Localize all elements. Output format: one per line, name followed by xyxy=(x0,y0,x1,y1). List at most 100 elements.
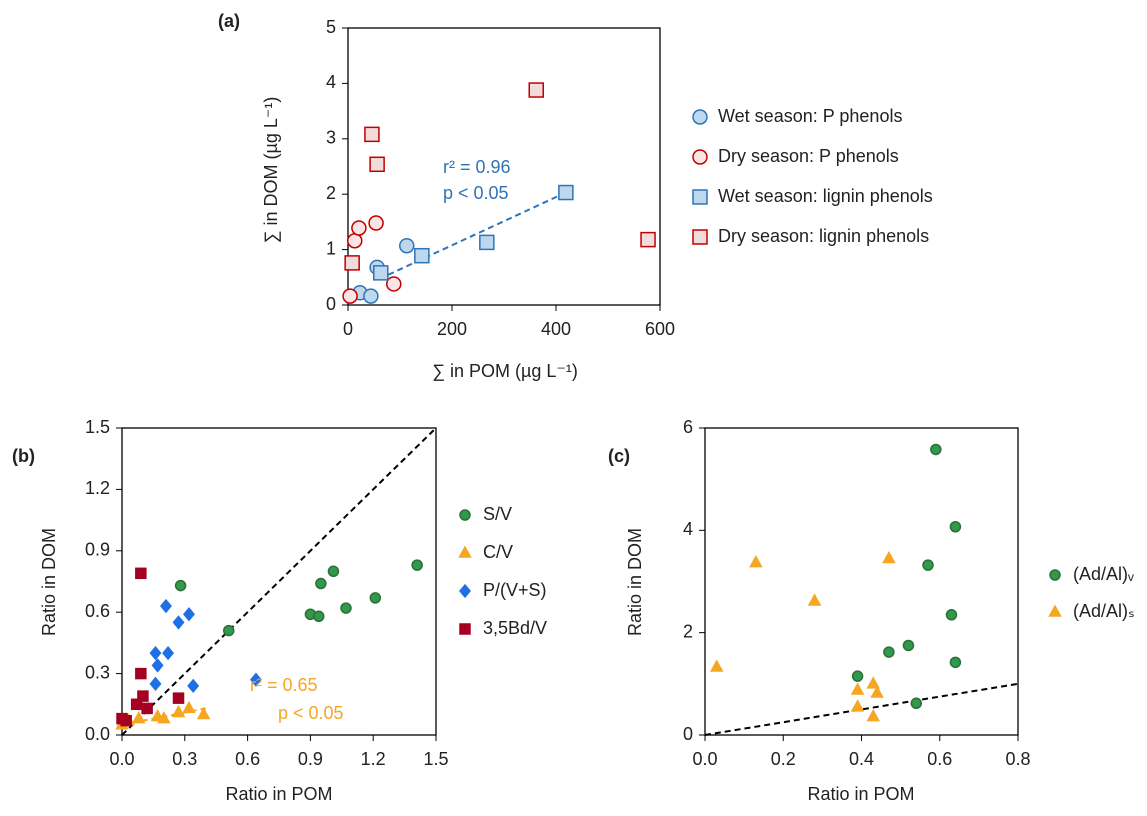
legend-marker xyxy=(692,229,708,245)
y-tick-label: 6 xyxy=(683,417,693,437)
y-axis-title: ∑ in DOM (µg L⁻¹) xyxy=(261,97,281,244)
legend-label: C/V xyxy=(483,542,513,562)
data-point xyxy=(851,670,864,682)
data-point xyxy=(151,658,164,673)
data-point xyxy=(131,711,146,724)
x-tick-label: 0 xyxy=(343,319,353,339)
data-point xyxy=(883,646,895,658)
data-point xyxy=(369,156,385,173)
data-point xyxy=(640,231,656,248)
y-tick-label: 1.2 xyxy=(85,478,110,498)
data-point xyxy=(749,555,763,568)
data-point xyxy=(137,690,149,702)
data-point xyxy=(172,692,185,704)
data-point xyxy=(870,685,884,698)
data-point xyxy=(479,234,495,251)
y-tick-label: 0.6 xyxy=(85,601,110,621)
data-point xyxy=(315,577,327,590)
annotation: r² = 0.96 xyxy=(443,157,511,177)
x-tick-label: 0.2 xyxy=(771,749,796,769)
data-point xyxy=(340,602,352,614)
legend-label: (Ad/Al)ₛ xyxy=(1073,601,1135,621)
data-point xyxy=(149,645,162,661)
data-point xyxy=(368,215,384,231)
data-point xyxy=(558,184,574,201)
data-point xyxy=(528,82,544,98)
y-axis-title: Ratio in DOM xyxy=(39,528,59,636)
x-tick-label: 400 xyxy=(541,319,571,339)
data-point xyxy=(807,593,822,606)
y-tick-label: 4 xyxy=(326,72,336,92)
y-tick-label: 0.0 xyxy=(85,724,110,744)
y-tick-label: 1 xyxy=(326,238,336,258)
legend-marker xyxy=(1048,604,1062,617)
x-axis-title: ∑ in POM (µg L⁻¹) xyxy=(432,361,578,381)
data-point xyxy=(344,255,360,271)
data-point xyxy=(386,276,402,292)
plot-frame xyxy=(347,27,661,306)
legend-label: P/(V+S) xyxy=(483,580,547,600)
legend-marker xyxy=(459,509,471,521)
data-point xyxy=(373,265,389,281)
data-point xyxy=(945,609,958,621)
data-point xyxy=(414,247,430,264)
x-tick-label: 0.9 xyxy=(298,749,323,769)
x-tick-label: 1.5 xyxy=(423,749,448,769)
plot-frame xyxy=(704,427,1019,736)
data-point xyxy=(174,579,187,592)
data-point xyxy=(149,676,162,692)
x-tick-label: 0.0 xyxy=(109,749,134,769)
panel-label: (c) xyxy=(608,446,630,466)
annotation: p < 0.05 xyxy=(443,183,509,203)
data-point xyxy=(162,645,175,661)
y-axis-title: Ratio in DOM xyxy=(625,528,645,636)
data-point xyxy=(182,700,196,714)
x-tick-label: 0.6 xyxy=(235,749,260,769)
data-point xyxy=(135,567,147,580)
data-point xyxy=(342,288,358,304)
y-tick-label: 5 xyxy=(326,17,336,37)
data-point xyxy=(183,607,195,622)
data-point xyxy=(223,624,235,637)
legend-marker xyxy=(692,109,708,125)
data-point xyxy=(866,676,881,689)
panel-label: (a) xyxy=(218,11,240,31)
data-point xyxy=(364,126,380,143)
x-tick-label: 0.8 xyxy=(1005,749,1030,769)
legend-label: Wet season: lignin phenols xyxy=(718,186,933,206)
data-point xyxy=(351,220,367,236)
data-point xyxy=(850,699,865,712)
data-point xyxy=(187,678,200,694)
x-axis-title: Ratio in POM xyxy=(807,784,914,804)
legend-label: Dry season: P phenols xyxy=(718,146,899,166)
reference-line xyxy=(121,427,437,736)
data-point xyxy=(866,709,881,722)
data-point xyxy=(172,615,185,630)
data-point xyxy=(411,559,423,571)
x-tick-label: 0.0 xyxy=(692,749,717,769)
data-point xyxy=(120,714,132,727)
reference-line xyxy=(704,682,1019,736)
plot-frame xyxy=(121,427,437,736)
reference-line xyxy=(378,191,567,280)
x-tick-label: 1.2 xyxy=(361,749,386,769)
data-point xyxy=(949,656,962,669)
data-point xyxy=(399,237,415,254)
y-tick-label: 0.3 xyxy=(85,662,110,682)
y-tick-label: 2 xyxy=(326,183,336,203)
data-point xyxy=(902,639,915,652)
x-tick-label: 0.6 xyxy=(927,749,952,769)
x-axis-title: Ratio in POM xyxy=(225,784,332,804)
legend-marker xyxy=(692,189,708,205)
legend-marker xyxy=(459,623,471,635)
data-point xyxy=(135,667,147,680)
data-point xyxy=(327,565,340,578)
x-tick-label: 600 xyxy=(645,319,675,339)
data-point xyxy=(850,682,865,695)
data-point xyxy=(930,443,942,456)
data-point xyxy=(363,288,379,304)
data-point xyxy=(949,521,962,533)
data-point xyxy=(313,610,325,623)
